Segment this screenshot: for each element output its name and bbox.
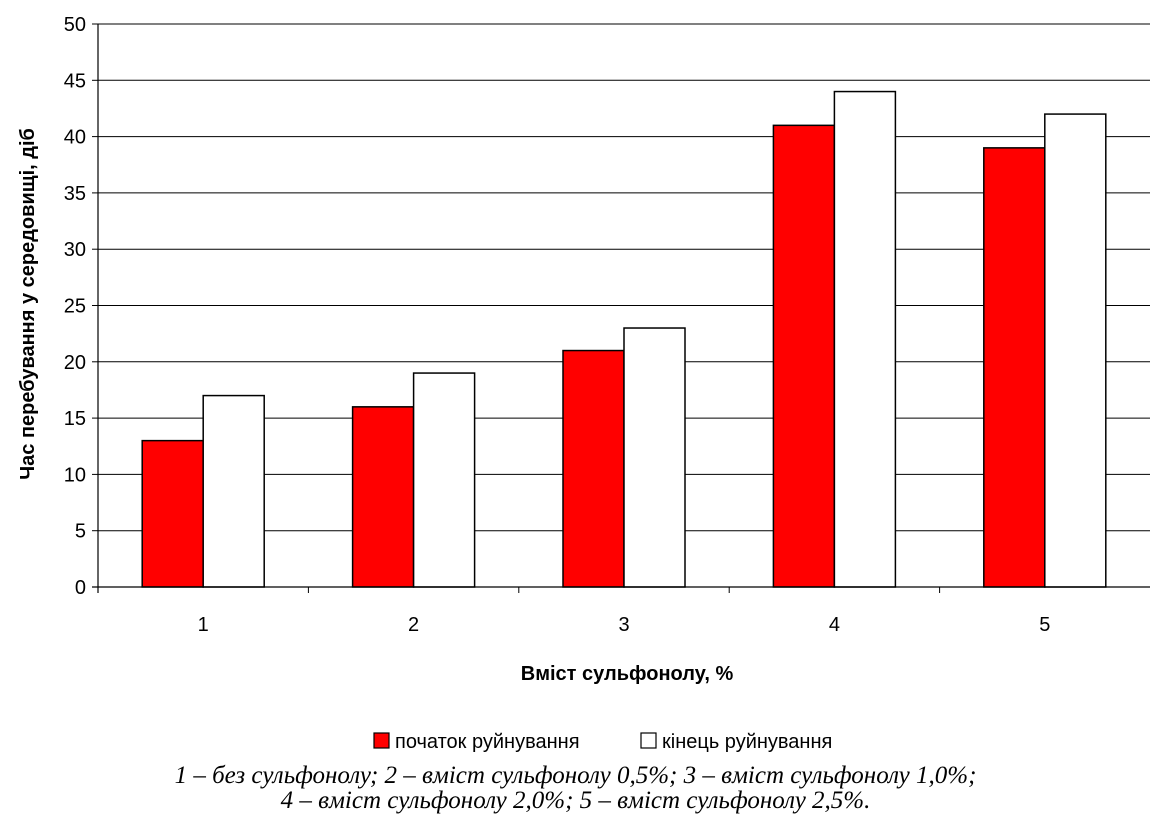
legend-swatch-series-2 bbox=[640, 732, 657, 749]
legend-swatch-series-1 bbox=[373, 732, 390, 749]
figure-caption-line-2: 4 – вміст сульфонолу 2,0%; 5 – вміст сул… bbox=[280, 787, 871, 814]
gridlines bbox=[98, 23, 1150, 532]
x-tick-label: 3 bbox=[618, 614, 629, 636]
y-tick-label: 35 bbox=[64, 183, 86, 205]
y-tick-label: 40 bbox=[64, 127, 86, 149]
x-tick-label: 5 bbox=[1039, 614, 1050, 636]
y-tick-labels: 0 5 10 15 20 25 30 35 40 45 50 bbox=[64, 14, 86, 599]
y-tick-label: 50 bbox=[64, 14, 86, 36]
y-tick-label: 20 bbox=[64, 352, 86, 374]
y-tick-label: 15 bbox=[64, 408, 86, 430]
y-tick-label: 5 bbox=[75, 521, 86, 543]
bar-series-2-cat-4 bbox=[833, 90, 897, 588]
bar-series-1-cat-4 bbox=[772, 124, 836, 588]
bar-series-2-cat-5 bbox=[1044, 113, 1107, 588]
bar-series-1-cat-5 bbox=[983, 147, 1046, 588]
bar-series-2-cat-2 bbox=[412, 372, 476, 588]
legend-label-series-1: початок руйнування bbox=[395, 731, 580, 753]
bar-series-1-cat-3 bbox=[562, 349, 625, 588]
y-axis-title: Час перебування у середовищі, діб bbox=[17, 128, 39, 480]
x-axis-title: Вміст сульфонолу, % bbox=[521, 663, 734, 685]
bar-series-1-cat-1 bbox=[141, 439, 204, 588]
y-tick-label: 25 bbox=[64, 296, 86, 318]
figure-caption-line-1: 1 – без сульфонолу; 2 – вміст сульфонолу… bbox=[174, 762, 977, 789]
x-tick-labels: 1 2 3 4 5 bbox=[198, 614, 1051, 636]
legend-label-series-2: кінець руйнування bbox=[662, 731, 832, 753]
bar-series-2-cat-3 bbox=[623, 327, 686, 588]
y-tick-label: 30 bbox=[64, 239, 86, 261]
axes bbox=[92, 23, 1150, 593]
y-tick-label: 10 bbox=[64, 464, 86, 486]
bar-series-1-cat-2 bbox=[351, 406, 415, 588]
y-tick-label: 0 bbox=[75, 577, 86, 599]
x-tick-label: 1 bbox=[198, 614, 209, 636]
y-tick-label: 45 bbox=[64, 70, 86, 92]
bars bbox=[141, 90, 1107, 588]
bar-series-2-cat-1 bbox=[202, 394, 265, 588]
x-tick-label: 2 bbox=[408, 614, 419, 636]
x-tick-label: 4 bbox=[829, 614, 840, 636]
legend: початок руйнування кінець руйнування bbox=[373, 731, 832, 753]
